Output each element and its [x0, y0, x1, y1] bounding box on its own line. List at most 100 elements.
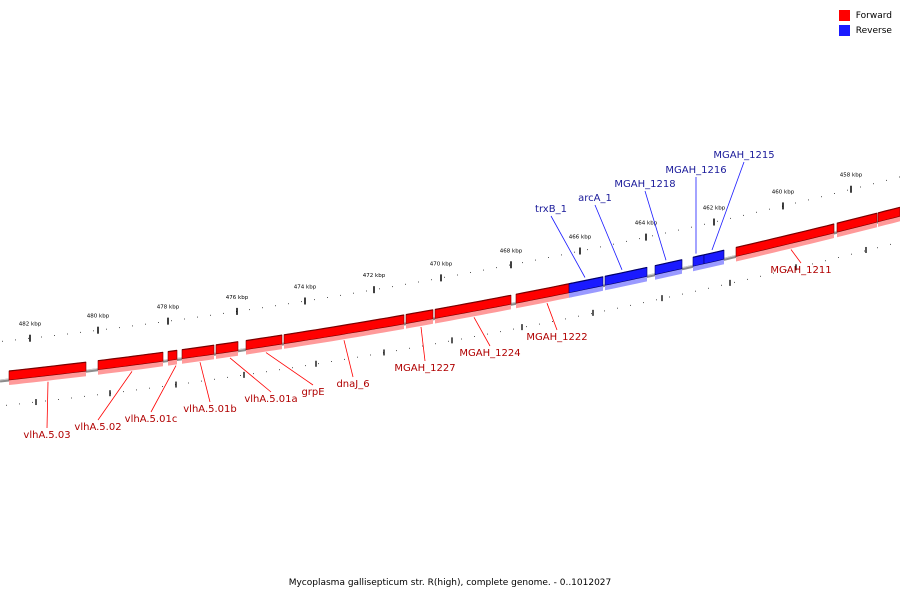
gene-leader-line: [46, 381, 49, 429]
gene-feature[interactable]: [654, 259, 683, 280]
tick-dot: [119, 327, 120, 329]
tick-dot: [279, 369, 280, 371]
tick-dots-upper: [2, 176, 900, 342]
tick-dot: [730, 217, 731, 219]
kbp-tick-label: 462 kbp: [703, 206, 726, 212]
gene-feature[interactable]: [735, 223, 835, 262]
gene-feature-shadow: [605, 276, 647, 291]
gene-feature[interactable]: [97, 351, 164, 375]
tick-dot: [769, 208, 770, 210]
gene-feature[interactable]: [434, 294, 512, 324]
gene-feature[interactable]: [703, 249, 725, 269]
tick-dot: [886, 179, 887, 181]
gene-label: MGAH_1218: [614, 179, 675, 190]
tick-dot: [145, 323, 146, 325]
gene-feature-edge: [283, 314, 405, 336]
tick-dot: [552, 321, 553, 322]
gene-feature-shadow: [704, 259, 724, 269]
tick-dot: [184, 318, 185, 320]
gene-feature-edge: [654, 259, 683, 267]
tick-dot: [396, 350, 397, 352]
gene-feature[interactable]: [181, 344, 215, 364]
gene-label: vlhA.5.01a: [244, 394, 297, 405]
gene-feature-shadow: [655, 268, 682, 280]
tick-dot: [825, 260, 826, 262]
gene-leader-line: [150, 365, 177, 413]
tick-dot: [513, 328, 514, 330]
gene-feature-edge: [97, 351, 164, 362]
tick-dot: [613, 243, 614, 245]
tick-dot: [561, 254, 562, 256]
tick-dot: [548, 257, 549, 258]
tick-dot: [210, 314, 211, 316]
tick-dot: [704, 223, 705, 225]
gene-feature[interactable]: [692, 254, 705, 272]
tick-dot: [483, 269, 484, 271]
gene-feature[interactable]: [604, 266, 648, 291]
tick-dot: [223, 312, 224, 314]
tick-dot: [708, 287, 709, 289]
gene-feature[interactable]: [515, 282, 574, 309]
tick-dot: [747, 278, 748, 280]
gene-feature-shadow: [516, 291, 573, 309]
tick-dot: [535, 259, 536, 261]
tick-dot: [626, 240, 627, 242]
gene-feature[interactable]: [8, 361, 87, 385]
gene-feature-shadow: [168, 359, 177, 366]
tick-dot: [795, 202, 796, 204]
gene-feature[interactable]: [167, 349, 178, 366]
tick-dot: [253, 373, 254, 375]
gene-feature-shadow: [98, 361, 163, 375]
tick-dot: [106, 328, 107, 330]
tick-dot: [71, 397, 72, 399]
tick-dot: [305, 365, 306, 367]
tick-dot: [331, 361, 332, 362]
tick-dot: [15, 339, 16, 341]
kbp-tick-label: 474 kbp: [294, 285, 317, 291]
gene-label: MGAH_1224: [459, 348, 520, 359]
gene-feature-shadow: [9, 371, 86, 385]
legend-reverse-label: Reverse: [855, 25, 892, 36]
gene-feature[interactable]: [568, 276, 604, 298]
tick-dot: [58, 399, 59, 400]
gene-feature-shadow: [569, 285, 603, 298]
tick-dot: [132, 325, 133, 327]
tick-dot: [80, 331, 81, 333]
kbp-tick-label: 478 kbp: [157, 305, 180, 311]
gene-feature-unlabeled[interactable]: [877, 206, 900, 227]
gene-feature-edge: [735, 223, 835, 249]
gene-feature[interactable]: [245, 334, 283, 355]
gene-feature[interactable]: [283, 314, 405, 349]
gene-feature-shadow: [246, 344, 282, 355]
tick-dot: [353, 292, 354, 294]
kbp-tick-label: 482 kbp: [19, 322, 42, 328]
tick-dot: [604, 310, 605, 312]
gene-label: grpE: [301, 387, 324, 398]
gene-feature[interactable]: [405, 309, 434, 329]
tick-dot: [587, 249, 588, 251]
tick-dot: [2, 340, 3, 342]
gene-feature-edge: [8, 361, 87, 372]
tick-dot: [847, 189, 848, 191]
tick-dot: [41, 336, 42, 338]
tick-dot: [877, 247, 878, 249]
tick-dot: [288, 303, 289, 305]
tick-dot: [578, 315, 579, 317]
gene-label: vlhA.5.02: [74, 422, 121, 433]
gene-feature-edge: [836, 212, 878, 224]
gene-feature-edge: [434, 294, 512, 311]
tick-dot: [188, 382, 189, 384]
tick-dot: [743, 214, 744, 216]
forward-swatch: [838, 10, 850, 21]
tick-dot: [630, 304, 631, 306]
gene-feature-edge: [568, 276, 604, 285]
tick-dot: [522, 262, 523, 264]
gene-feature-unlabeled[interactable]: [836, 212, 878, 238]
tick-dot: [760, 275, 761, 277]
tick-dot: [526, 326, 527, 328]
gene-feature[interactable]: [215, 341, 239, 359]
tick-dot: [97, 394, 98, 396]
tick-dot: [314, 299, 315, 301]
kbp-tick-label: 472 kbp: [363, 273, 386, 279]
